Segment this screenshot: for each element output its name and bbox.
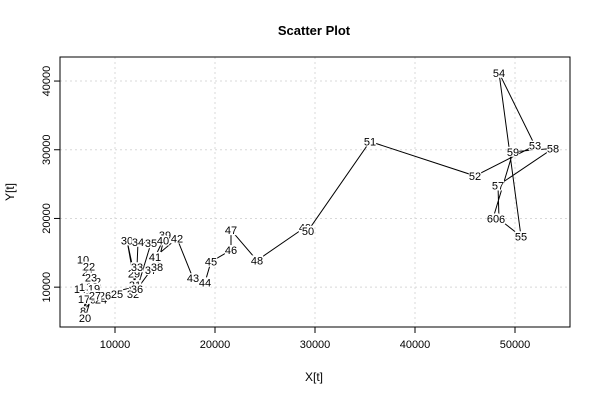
point-label-bg [87, 283, 101, 294]
point-label-bg [148, 251, 162, 262]
point-label-bg [156, 235, 170, 246]
series-1 [79, 72, 555, 319]
data-point: 52 [469, 171, 481, 183]
y-axis-label: Y[t] [3, 183, 17, 201]
data-point: 36 [131, 284, 143, 296]
data-point: 27 [89, 290, 101, 302]
x-tick-label: 10000 [100, 339, 131, 351]
point-label-bg [131, 236, 145, 247]
series-line [79, 72, 555, 319]
data-point: 9 [90, 295, 96, 307]
data-point: 60 [487, 213, 499, 225]
data-point: 46 [225, 245, 237, 257]
point-label-bg [170, 233, 184, 244]
point-label-bg [486, 213, 500, 224]
point-labels: 1234567891011121314151617181920212223242… [73, 67, 560, 325]
data-point: 40 [157, 235, 169, 247]
data-point: 54 [493, 68, 505, 80]
y-tick-label: 20000 [41, 203, 53, 234]
data-point: 25 [111, 289, 123, 301]
data-point: 44 [199, 277, 211, 289]
point-label-bg [144, 238, 158, 249]
data-point: 55 [515, 231, 527, 243]
data-point: 42 [171, 233, 183, 245]
data-point: 45 [205, 257, 217, 269]
x-tick-label: 50000 [500, 339, 531, 351]
point-label-bg [301, 225, 315, 236]
x-axis-label: X[t] [305, 370, 323, 384]
point-label-bg [198, 277, 212, 288]
data-point: 26 [99, 290, 111, 302]
data-point: 38 [151, 262, 163, 274]
point-label-bg [82, 261, 96, 272]
point-label-bg [250, 255, 264, 266]
y-tick-label: 10000 [41, 272, 53, 303]
point-label-bg [528, 140, 542, 151]
point-label-bg [79, 306, 87, 317]
data-point: 53 [529, 141, 541, 153]
data-point: 8 [80, 306, 86, 318]
point-label-bg [120, 235, 134, 246]
point-label-bg [130, 284, 144, 295]
x-tick-label: 20000 [200, 339, 231, 351]
point-label-bg [81, 267, 95, 278]
data-point: 34 [132, 237, 144, 249]
data-point: 57 [492, 180, 504, 192]
point-label-bg [492, 67, 506, 78]
data-point: 30 [121, 235, 133, 247]
point-label-bg [468, 170, 482, 181]
data-point: 59 [507, 147, 519, 159]
data-point: 43 [187, 273, 199, 285]
point-label-bg [76, 254, 90, 265]
point-label-bg [224, 245, 238, 256]
point-label-bg [363, 136, 377, 147]
data-point: 51 [364, 137, 376, 149]
data-point: 17 [78, 294, 90, 306]
point-label-bg [546, 143, 560, 154]
point-label-bg [130, 262, 144, 273]
x-axis: 10000 20000 30000 40000 50000 [100, 327, 531, 351]
point-label-bg [150, 262, 164, 273]
x-tick-label: 40000 [400, 339, 431, 351]
chart-title: Scatter Plot [278, 23, 351, 38]
point-label-bg [186, 273, 200, 284]
data-point: 20 [79, 313, 91, 325]
data-point: 50 [302, 226, 314, 238]
point-label-bg [110, 289, 124, 300]
y-axis: 10000 20000 30000 40000 [41, 66, 60, 303]
point-label-bg [127, 268, 141, 279]
data-point: 47 [225, 225, 237, 237]
point-label-bg [158, 229, 172, 240]
data-point: 22 [83, 262, 95, 274]
point-label-bg [514, 231, 528, 242]
x-tick-label: 30000 [300, 339, 331, 351]
data-point: 48 [251, 255, 263, 267]
point-label-bg [204, 256, 218, 267]
data-point: 33 [131, 262, 143, 274]
point-label-bg [98, 290, 112, 301]
point-label-bg [88, 290, 102, 301]
y-tick-label: 30000 [41, 134, 53, 165]
data-point: 35 [145, 238, 157, 250]
data-point: 58 [547, 143, 559, 155]
data-point: 23 [85, 273, 97, 285]
point-label-bg [84, 272, 98, 283]
point-label-bg [77, 293, 91, 304]
point-label-bg [224, 225, 238, 236]
y-tick-label: 40000 [41, 66, 53, 97]
point-label-bg [491, 180, 505, 191]
point-label-bg [78, 313, 92, 324]
point-label-bg [506, 146, 520, 157]
data-point: 41 [149, 252, 161, 264]
